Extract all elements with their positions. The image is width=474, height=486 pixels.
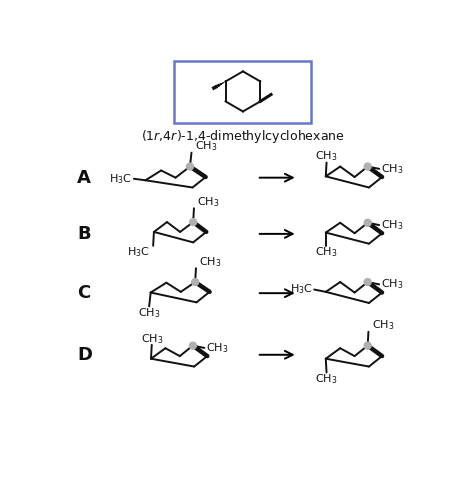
Text: CH$_3$: CH$_3$ (372, 319, 394, 332)
Text: CH$_3$: CH$_3$ (315, 372, 338, 385)
Text: CH$_3$: CH$_3$ (381, 218, 403, 232)
Text: H$_3$C: H$_3$C (290, 283, 313, 296)
Circle shape (190, 342, 196, 349)
Text: CH$_3$: CH$_3$ (315, 246, 337, 260)
Text: CH$_3$: CH$_3$ (138, 306, 160, 320)
Circle shape (364, 219, 371, 226)
Text: C: C (77, 284, 91, 302)
Text: CH$_3$: CH$_3$ (140, 332, 163, 346)
Text: B: B (77, 225, 91, 243)
Text: CH$_3$: CH$_3$ (315, 149, 338, 163)
Circle shape (364, 278, 371, 285)
Text: H$_3$C: H$_3$C (109, 172, 132, 186)
Text: CH$_3$: CH$_3$ (206, 341, 228, 355)
Circle shape (364, 163, 371, 170)
Circle shape (186, 163, 193, 170)
FancyBboxPatch shape (174, 61, 311, 123)
Text: CH$_3$: CH$_3$ (194, 139, 217, 154)
Text: CH$_3$: CH$_3$ (199, 255, 221, 269)
Text: (1$r$,4$r$)-1,4-dimethylcyclohexane: (1$r$,4$r$)-1,4-dimethylcyclohexane (141, 128, 345, 145)
Circle shape (191, 278, 199, 285)
Text: A: A (77, 169, 91, 187)
Text: CH$_3$: CH$_3$ (381, 278, 403, 291)
Text: CH$_3$: CH$_3$ (381, 162, 403, 176)
Text: D: D (77, 346, 92, 364)
Text: H$_3$C: H$_3$C (127, 245, 150, 259)
Circle shape (364, 342, 371, 349)
Circle shape (190, 219, 197, 226)
Text: CH$_3$: CH$_3$ (197, 195, 219, 209)
